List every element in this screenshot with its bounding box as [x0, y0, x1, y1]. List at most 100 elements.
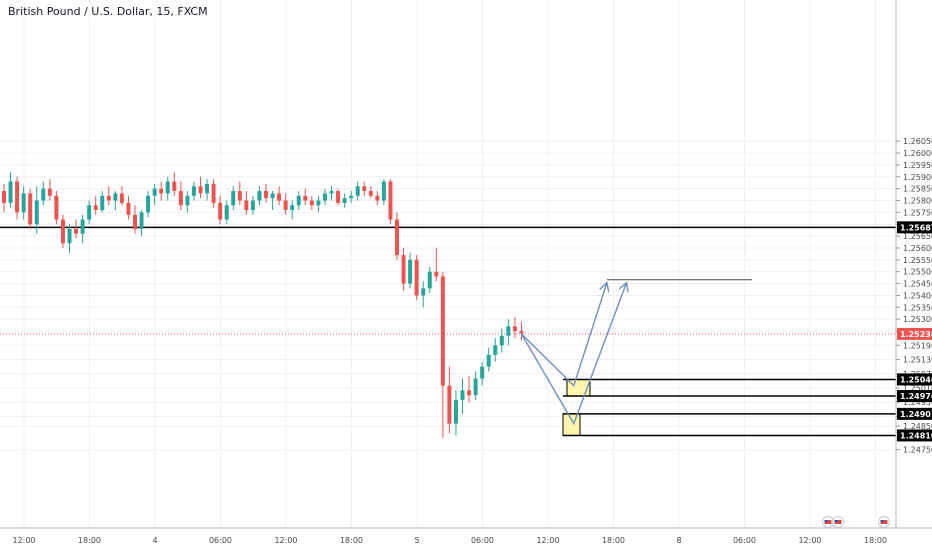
y-tick-label: 1.25850	[903, 185, 932, 194]
candle-body	[218, 202, 223, 220]
candle-body	[257, 191, 262, 201]
candle-body	[395, 219, 399, 256]
y-tick-label: 1.25400	[903, 291, 932, 300]
y-tick-label: 1.24750	[903, 446, 932, 455]
candle-body	[447, 385, 452, 424]
event-flag-canton	[880, 520, 884, 522]
y-tick-label: 1.25500	[903, 268, 932, 277]
y-tick-label: 1.25800	[903, 197, 932, 206]
x-tick-label: 06:00	[733, 536, 756, 545]
projection-arrow[interactable]	[520, 284, 626, 426]
candle-body	[133, 214, 137, 229]
current-price-badge	[897, 327, 932, 340]
candle-body	[231, 191, 236, 206]
candle-body	[205, 183, 210, 194]
candle-body	[15, 181, 20, 213]
candle-body	[93, 205, 98, 211]
candle-body	[250, 200, 255, 211]
demand-zone[interactable]	[562, 413, 581, 436]
candle-body	[178, 191, 183, 206]
candle-body	[408, 259, 413, 284]
candle-body	[146, 195, 151, 213]
candle-body	[270, 193, 275, 199]
candle-body	[349, 195, 354, 199]
x-tick-label: 18:00	[78, 536, 101, 545]
candle-body	[87, 205, 92, 220]
y-tick-label: 1.25130	[903, 356, 932, 365]
candle-body	[277, 193, 282, 201]
candle-body	[237, 191, 242, 201]
candle-body	[172, 181, 177, 192]
price-level-label: 1.25046	[900, 375, 932, 384]
price-level-badge	[897, 221, 932, 234]
y-tick-label: 1.25550	[903, 256, 932, 265]
candle-body	[362, 186, 367, 192]
candle-body	[80, 219, 85, 234]
price-level-badge	[897, 390, 932, 403]
candle-body	[303, 195, 308, 201]
candle-body	[2, 191, 6, 203]
y-tick-label: 1.25650	[903, 232, 932, 241]
candle-body	[499, 335, 504, 346]
candle-body	[224, 205, 229, 220]
event-flag-icon[interactable]	[822, 516, 834, 528]
candle-body	[512, 326, 517, 332]
x-tick-label: 12:00	[274, 536, 297, 545]
candle-body	[152, 188, 157, 196]
event-flag-icon[interactable]	[878, 516, 890, 528]
candle-body	[322, 193, 327, 201]
candle-body	[126, 202, 131, 215]
candle-body	[473, 378, 478, 396]
candle-body	[54, 195, 59, 220]
y-tick-label: 1.25190	[903, 341, 932, 350]
candle-body	[159, 188, 164, 194]
y-tick-label: 1.25010	[903, 384, 932, 393]
y-tick-label: 1.25600	[903, 244, 932, 253]
candle-body	[296, 195, 301, 206]
x-tick-label: 18:00	[864, 536, 887, 545]
candle-body	[264, 191, 268, 199]
x-tick-label: 5	[414, 536, 419, 545]
candle-body	[440, 276, 445, 386]
candle-body	[486, 354, 491, 367]
event-flag-icon[interactable]	[832, 516, 844, 528]
candle-body	[185, 195, 190, 206]
candle-body	[381, 181, 386, 201]
candle-body	[414, 259, 419, 296]
candle-body	[165, 181, 170, 194]
candle-body	[74, 228, 79, 234]
candle-body	[309, 200, 314, 206]
candle-body	[375, 195, 380, 201]
current-price-label: 1.25238	[900, 330, 932, 339]
candle-body	[191, 186, 196, 196]
candle-body	[467, 390, 472, 396]
y-tick-label: 1.25900	[903, 173, 932, 182]
candle-body	[244, 200, 249, 211]
candle-body	[290, 205, 295, 211]
chart-title: British Pound / U.S. Dollar, 15, FXCM	[6, 5, 210, 18]
candle-body	[34, 200, 39, 225]
x-tick-label: 12:00	[12, 536, 35, 545]
candle-body	[480, 366, 485, 379]
x-tick-label: 8	[676, 536, 681, 545]
candle-body	[106, 195, 111, 201]
x-tick-label: 12:00	[798, 536, 821, 545]
y-tick-label: 1.25300	[903, 315, 932, 324]
y-tick-label: 1.25950	[903, 161, 932, 170]
candle-body	[113, 193, 118, 201]
x-tick-label: 18:00	[602, 536, 625, 545]
candle-body	[47, 188, 52, 196]
y-tick-label: 1.24950	[903, 398, 932, 407]
candle-body	[119, 193, 124, 203]
candle-body	[28, 193, 33, 225]
candle-body	[100, 195, 105, 211]
candle-body	[336, 191, 341, 203]
x-tick-label: 06:00	[209, 536, 232, 545]
projection-arrow[interactable]	[520, 284, 606, 387]
price-level-label: 1.24976	[900, 392, 932, 401]
candle-body	[139, 212, 144, 229]
y-tick-label: 1.26050	[903, 137, 932, 146]
price-level-badge	[897, 407, 932, 420]
